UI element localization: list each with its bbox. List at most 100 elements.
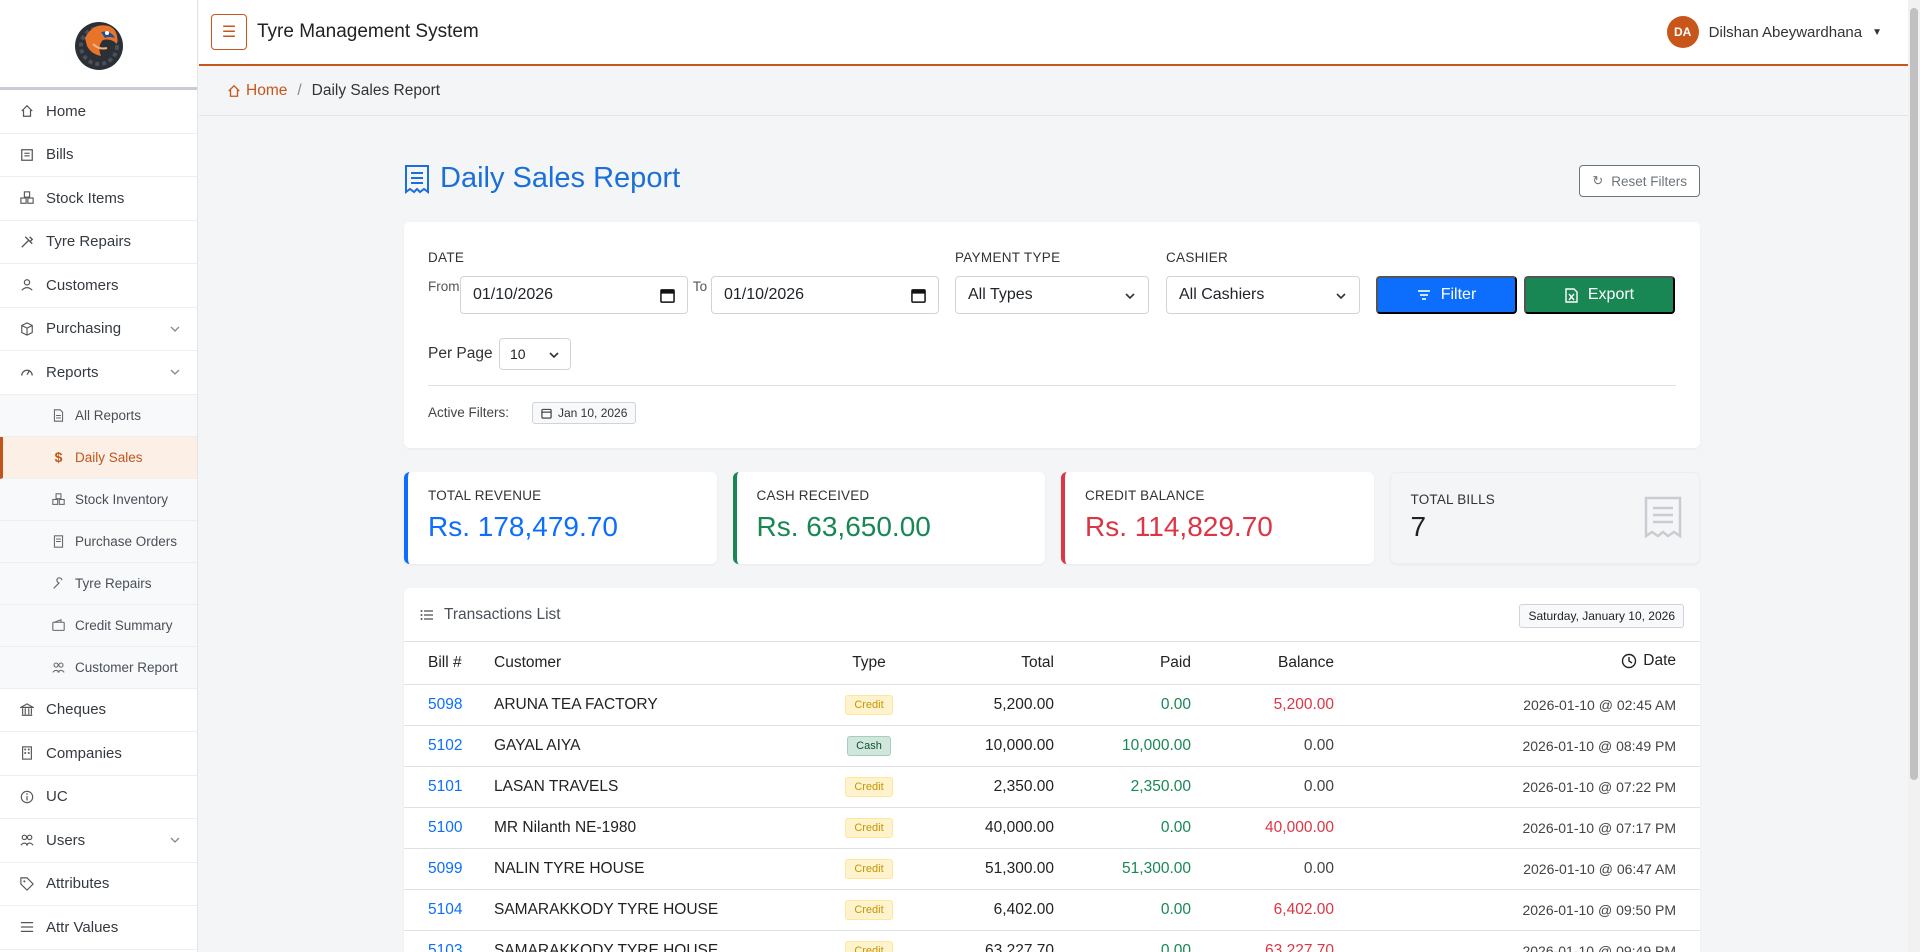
wallet-icon <box>52 618 65 632</box>
sidebar-subitem-purchase-orders[interactable]: Purchase Orders <box>0 520 197 563</box>
bill-link[interactable]: 5101 <box>428 777 463 795</box>
total-cell: 51,300.00 <box>914 848 1054 890</box>
bill-link[interactable]: 5103 <box>428 941 463 952</box>
top-bar: ☰ Tyre Management System DA Dilshan Abey… <box>199 0 1920 66</box>
chevron-down-icon <box>170 326 180 332</box>
table-row: 5103 SAMARAKKODY TYRE HOUSE Credit 63,227.7… <box>404 930 1700 952</box>
customer-cell: SAMARAKKODY TYRE HOUSE <box>494 930 824 952</box>
chevron-down-icon <box>1336 293 1346 300</box>
total-revenue-card: TOTAL REVENUE Rs. 178,479.70 <box>404 472 717 564</box>
bill-link[interactable]: 5099 <box>428 859 463 877</box>
sidebar-subitem-credit-summary[interactable]: Credit Summary <box>0 604 197 647</box>
total-bills-value: 7 <box>1410 511 1427 542</box>
sidebar-item-companies[interactable]: Companies <box>0 732 197 776</box>
sidebar-item-bills[interactable]: Bills <box>0 134 197 177</box>
sidebar-item-cheques[interactable]: Cheques <box>0 689 197 732</box>
balance-cell: 40,000.00 <box>1191 807 1334 849</box>
total-cell: 6,402.00 <box>914 889 1054 931</box>
tools-icon <box>20 235 34 249</box>
column-type[interactable]: Type <box>824 642 914 685</box>
sidebar-item-reports[interactable]: Reports <box>0 351 197 395</box>
receipt-icon <box>1644 496 1682 539</box>
column-balance[interactable]: Balance <box>1191 642 1334 685</box>
sidebar-subitem-label: Credit Summary <box>75 617 173 633</box>
column-bill[interactable]: Bill # <box>404 642 494 685</box>
sidebar-item-label: Tyre Repairs <box>46 233 132 251</box>
sidebar-item-purchasing[interactable]: Purchasing <box>0 308 197 351</box>
sidebar-item-tyre-repairs[interactable]: Tyre Repairs <box>0 221 197 264</box>
sidebar-item-label: Bills <box>46 146 74 164</box>
sidebar-item-uc[interactable]: UC <box>0 776 197 819</box>
dollar-icon: $ <box>54 449 63 465</box>
date-cell: 2026-01-10 @ 07:22 PM <box>1334 766 1700 808</box>
type-badge: Cash <box>847 735 891 756</box>
total-cell: 5,200.00 <box>914 684 1054 726</box>
paid-cell: 0.00 <box>1054 930 1191 952</box>
total-bills-card: TOTAL BILLS 7 <box>1389 472 1700 564</box>
breadcrumb: Home / Daily Sales Report <box>199 66 1920 116</box>
breadcrumb-home-link[interactable]: Home <box>227 82 287 100</box>
sidebar-subitem-stock-inventory[interactable]: Stock Inventory <box>0 478 197 521</box>
chevron-down-icon <box>170 837 180 844</box>
transactions-header: Transactions List Saturday, January 10, … <box>404 588 1700 642</box>
transactions-card: Transactions List Saturday, January 10, … <box>404 588 1700 952</box>
table-row: 5102 GAYAL AIYA Cash 10,000.00 10,000.00 0.00… <box>404 725 1700 767</box>
sidebar-subitem-label: Customer Report <box>75 659 178 675</box>
from-date-input[interactable]: 01/10/2026 <box>460 276 688 314</box>
column-paid[interactable]: Paid <box>1054 642 1191 685</box>
sidebar-item-attr-values[interactable]: Attr Values <box>0 906 197 950</box>
sidebar-item-label: Attr Values <box>46 918 119 936</box>
boxes-icon <box>20 191 34 205</box>
summary-stats: TOTAL REVENUE Rs. 178,479.70 CASH RECEIV… <box>404 472 1700 564</box>
sidebar-item-attributes[interactable]: Attributes <box>0 863 197 906</box>
total-bills-label: TOTAL BILLS <box>1410 492 1495 507</box>
sidebar-subitem-customer-report[interactable]: Customer Report <box>0 646 197 689</box>
type-badge: Credit <box>845 858 893 879</box>
paid-cell: 0.00 <box>1054 889 1191 931</box>
total-revenue-label: TOTAL REVENUE <box>428 488 542 503</box>
to-date-input[interactable]: 01/10/2026 <box>711 276 939 314</box>
bill-link[interactable]: 5102 <box>428 736 463 754</box>
payment-type-value: All Types <box>968 286 1033 303</box>
per-page-select[interactable]: 10 <box>499 338 571 370</box>
sidebar-item-label: Purchasing <box>46 320 122 338</box>
sidebar-subitem-all-reports[interactable]: All Reports <box>0 394 197 437</box>
column-customer[interactable]: Customer <box>494 642 824 685</box>
person-icon <box>20 278 34 292</box>
bill-link[interactable]: 5098 <box>428 695 463 713</box>
column-date[interactable]: Date <box>1334 642 1700 685</box>
cashier-value: All Cashiers <box>1179 286 1265 303</box>
sidebar-subitem-daily-sales[interactable]: $ Daily Sales <box>0 436 197 479</box>
transactions-table: Bill # Customer Type Total Paid Balance … <box>404 642 1700 952</box>
bill-link[interactable]: 5104 <box>428 900 463 918</box>
sidebar-item-label: Reports <box>46 363 99 381</box>
column-total[interactable]: Total <box>914 642 1054 685</box>
customer-cell: LASAN TRAVELS <box>494 766 824 808</box>
sidebar-subitem-tyre-repairs[interactable]: Tyre Repairs <box>0 562 197 605</box>
page-scrollbar[interactable] <box>1908 0 1920 952</box>
customer-cell: ARUNA TEA FACTORY <box>494 684 824 726</box>
sidebar-item-stock-items[interactable]: Stock Items <box>0 177 197 221</box>
sidebar-item-users[interactable]: Users <box>0 819 197 863</box>
balance-cell: 63,227.70 <box>1191 930 1334 952</box>
sidebar-item-customers[interactable]: Customers <box>0 264 197 308</box>
logo-area[interactable] <box>0 0 197 90</box>
balance-cell: 0.00 <box>1191 725 1334 767</box>
reset-filters-button[interactable]: ↻ Reset Filters <box>1579 165 1700 197</box>
sidebar-item-home[interactable]: Home <box>0 90 197 134</box>
balance-cell: 0.00 <box>1191 766 1334 808</box>
export-button[interactable]: Export <box>1524 276 1675 314</box>
payment-type-select[interactable]: All Types <box>955 276 1149 314</box>
sidebar-item-label: Users <box>46 831 86 849</box>
scrollbar-thumb[interactable] <box>1910 8 1918 780</box>
balance-cell: 5,200.00 <box>1191 684 1334 726</box>
cashier-select[interactable]: All Cashiers <box>1166 276 1360 314</box>
user-menu[interactable]: DA Dilshan Abeywardhana ▼ <box>1666 16 1882 48</box>
home-icon <box>228 84 240 97</box>
clock-icon <box>1622 653 1637 668</box>
filter-button[interactable]: Filter <box>1376 276 1517 314</box>
date-cell: 2026-01-10 @ 09:49 PM <box>1334 930 1700 952</box>
menu-toggle-button[interactable]: ☰ <box>211 14 247 50</box>
bill-link[interactable]: 5100 <box>428 818 463 836</box>
table-row: 5101 LASAN TRAVELS Credit 2,350.00 2,350.00 0… <box>404 766 1700 808</box>
